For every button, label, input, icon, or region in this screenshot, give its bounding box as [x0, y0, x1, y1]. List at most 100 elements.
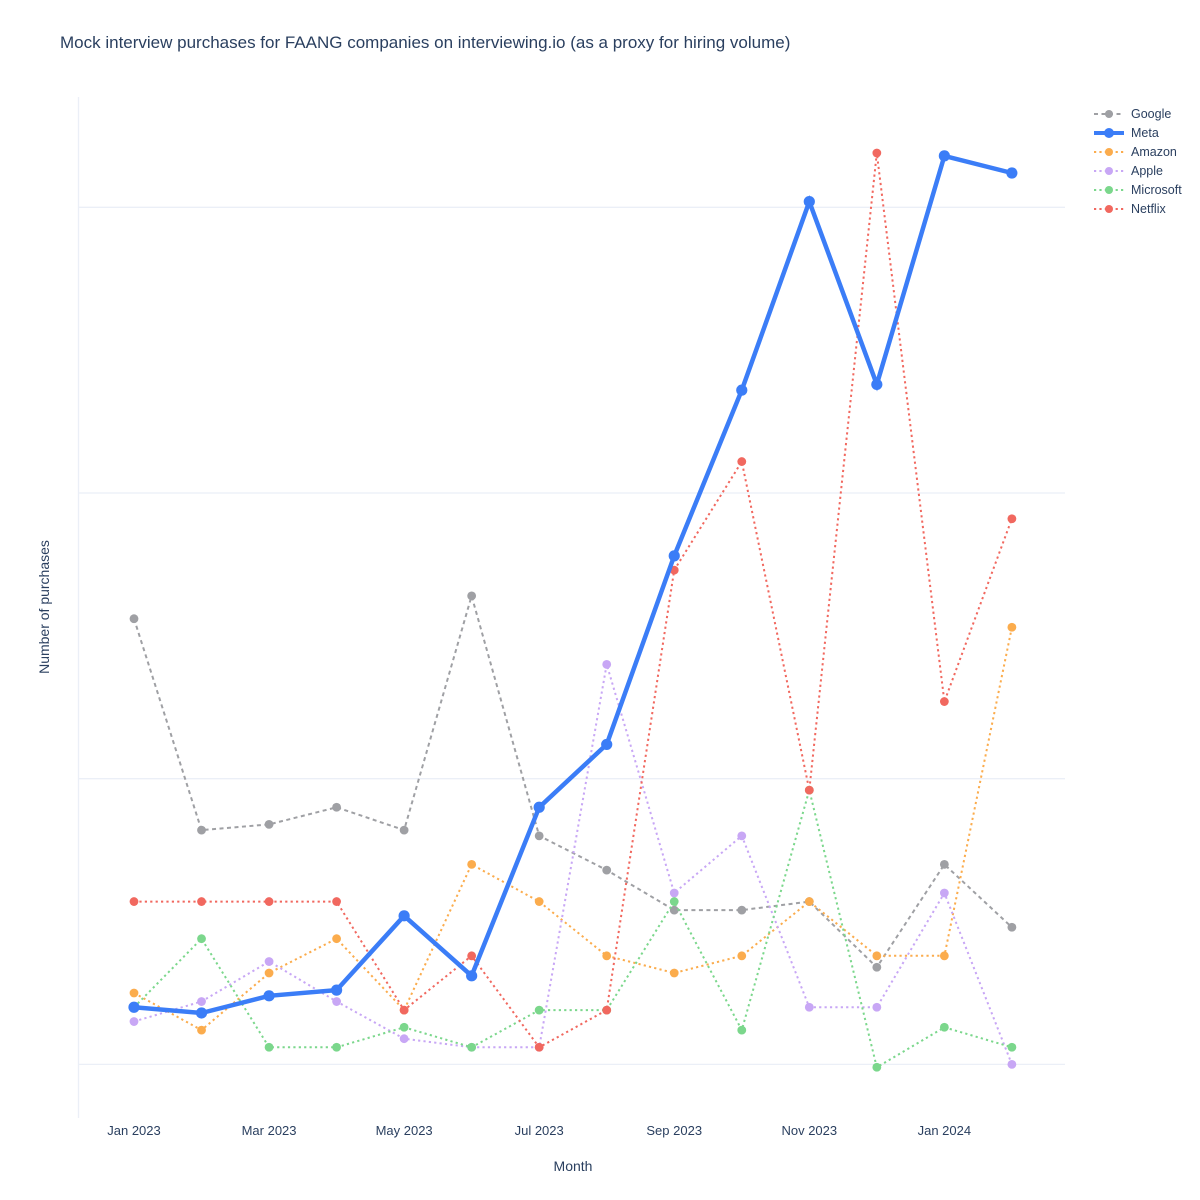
data-point-microsoft: [737, 1025, 747, 1035]
data-point-netflix: [264, 897, 274, 906]
data-point-netflix: [1007, 514, 1017, 524]
data-point-apple: [129, 1017, 139, 1026]
data-point-netflix: [129, 897, 139, 906]
series-netflix: [129, 148, 1017, 1052]
legend: Google Meta Amazon Apple Microsoft Netflix: [1093, 104, 1182, 218]
data-point-meta: [533, 801, 545, 813]
data-point-microsoft: [264, 1042, 274, 1052]
data-point-google: [197, 825, 206, 835]
data-point-amazon: [939, 951, 949, 961]
chart-title: Mock interview purchases for FAANG compa…: [60, 33, 791, 52]
data-point-apple: [264, 957, 274, 966]
legend-marker: [1105, 166, 1113, 175]
series-apple: [129, 660, 1017, 1069]
data-point-amazon: [669, 968, 679, 978]
data-point-google: [534, 831, 544, 841]
data-point-meta: [736, 384, 748, 396]
data-point-google: [129, 614, 139, 624]
data-point-netflix: [804, 785, 814, 795]
data-point-apple: [332, 997, 341, 1006]
data-point-meta: [803, 195, 815, 208]
legend-item-google[interactable]: Google: [1093, 104, 1182, 123]
legend-glyph-apple: [1094, 166, 1124, 175]
data-point-netflix: [872, 148, 882, 158]
series-google: [129, 591, 1017, 972]
data-point-microsoft: [534, 1005, 544, 1015]
data-point-meta: [195, 1007, 208, 1019]
legend-marker: [1105, 147, 1113, 156]
x-tick-label: Sep 2023: [646, 1123, 702, 1138]
legend-glyph-amazon: [1094, 147, 1124, 156]
legend-glyph-microsoft: [1094, 185, 1124, 194]
data-point-microsoft: [332, 1042, 341, 1052]
legend-label: Google: [1131, 106, 1172, 121]
legend-label: Apple: [1131, 163, 1163, 178]
x-tick-label: Jan 2023: [107, 1123, 161, 1138]
x-tick-label: May 2023: [376, 1123, 433, 1138]
data-point-meta: [128, 1001, 140, 1013]
legend-label: Microsoft: [1131, 182, 1182, 197]
data-point-netflix: [399, 1005, 409, 1015]
data-point-amazon: [872, 951, 882, 961]
data-point-amazon: [197, 1025, 206, 1035]
data-point-amazon: [129, 988, 139, 998]
legend-item-meta[interactable]: Meta: [1093, 123, 1182, 142]
data-point-apple: [399, 1034, 409, 1044]
legend-item-netflix[interactable]: Netflix: [1093, 199, 1182, 218]
data-point-meta: [263, 990, 275, 1002]
series-microsoft: [129, 785, 1017, 1072]
series-meta: [128, 150, 1018, 1019]
data-point-meta: [466, 970, 478, 982]
data-point-apple: [872, 1002, 882, 1012]
series-amazon: [129, 622, 1017, 1035]
data-point-meta: [601, 738, 613, 751]
legend-item-microsoft[interactable]: Microsoft: [1093, 180, 1182, 199]
data-point-microsoft: [197, 934, 206, 944]
data-point-meta: [1006, 167, 1018, 179]
data-point-meta: [938, 150, 950, 162]
x-axis-title: Month: [553, 1158, 593, 1174]
data-point-google: [737, 905, 747, 915]
legend-glyph-netflix: [1094, 204, 1124, 213]
data-point-amazon: [1007, 622, 1017, 632]
data-point-amazon: [602, 951, 612, 961]
data-point-microsoft: [939, 1022, 949, 1032]
data-point-meta: [668, 550, 680, 562]
series-line-microsoft: [133, 786, 1013, 1069]
series-line-amazon: [133, 627, 1013, 1032]
legend-item-amazon[interactable]: Amazon: [1093, 142, 1182, 161]
data-point-google: [467, 591, 477, 601]
series-line-google: [133, 592, 1013, 969]
data-point-netflix: [939, 697, 949, 706]
data-point-amazon: [332, 934, 341, 944]
legend-glyph-meta: [1094, 127, 1124, 138]
data-point-google: [602, 865, 612, 875]
data-point-netflix: [332, 897, 341, 906]
data-point-netflix: [737, 457, 747, 466]
data-point-netflix: [534, 1042, 544, 1052]
data-point-apple: [669, 888, 679, 898]
data-point-microsoft: [399, 1022, 409, 1032]
legend-glyph-google: [1094, 109, 1124, 118]
data-point-amazon: [467, 860, 477, 869]
data-point-apple: [1007, 1060, 1017, 1069]
legend-item-apple[interactable]: Apple: [1093, 161, 1182, 180]
data-point-amazon: [264, 968, 274, 978]
data-point-microsoft: [1007, 1042, 1017, 1052]
legend-marker: [1105, 204, 1113, 213]
data-point-google: [332, 802, 341, 812]
data-point-google: [399, 825, 409, 835]
series-line-apple: [133, 664, 1013, 1065]
series-line-meta: [133, 153, 1013, 1016]
data-point-amazon: [534, 897, 544, 906]
data-point-google: [1007, 922, 1017, 932]
data-point-apple: [737, 831, 747, 841]
x-tick-label: Mar 2023: [242, 1123, 297, 1138]
legend-marker: [1105, 109, 1113, 118]
series-line-netflix: [134, 152, 1013, 1049]
data-point-apple: [804, 1002, 814, 1012]
data-point-meta: [871, 378, 883, 391]
legend-label: Netflix: [1131, 201, 1166, 216]
data-point-netflix: [602, 1005, 612, 1015]
